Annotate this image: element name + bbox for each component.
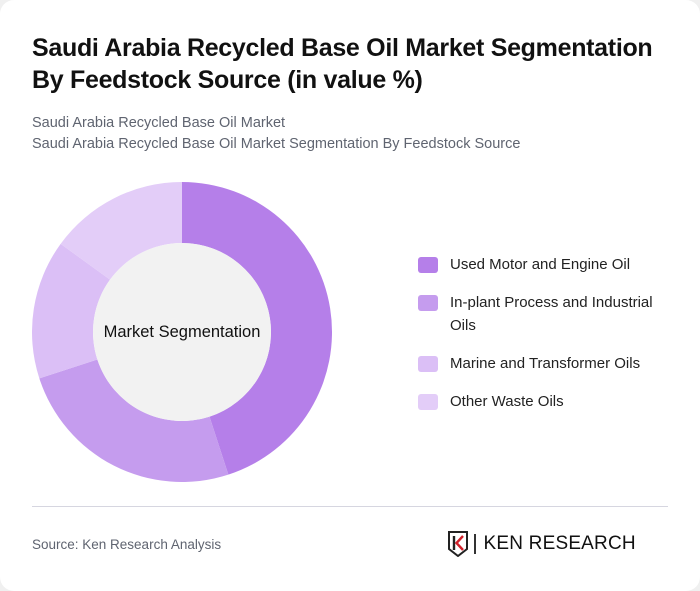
legend-item[interactable]: Marine and Transformer Oils	[418, 352, 678, 375]
legend-swatch-icon	[418, 295, 438, 311]
donut-slice[interactable]	[39, 359, 229, 482]
donut-slice[interactable]	[182, 182, 332, 475]
donut-chart	[32, 182, 332, 482]
legend-item[interactable]: Used Motor and Engine Oil	[418, 253, 678, 276]
legend-label: Used Motor and Engine Oil	[450, 256, 631, 273]
ken-shield-icon	[448, 531, 468, 557]
donut-hole	[93, 243, 271, 421]
ken-research-logo: KEN RESEARCH	[447, 531, 636, 557]
logo-text: KEN RESEARCH	[483, 533, 636, 554]
logo-separator	[474, 534, 476, 554]
page-title: Saudi Arabia Recycled Base Oil Market Se…	[32, 34, 653, 94]
donut-slice[interactable]	[32, 243, 110, 379]
legend-swatch-icon	[418, 356, 438, 372]
legend-label: In-plant Process and Industrial Oils	[450, 294, 653, 334]
legend: Used Motor and Engine Oil In-plant Proce…	[418, 253, 678, 428]
legend-item[interactable]: In-plant Process and Industrial Oils	[418, 291, 678, 337]
subtitle-line-1: Saudi Arabia Recycled Base Oil Market	[32, 115, 286, 131]
legend-label: Other Waste Oils	[450, 393, 564, 410]
legend-item[interactable]: Other Waste Oils	[418, 390, 678, 413]
donut-slice[interactable]	[60, 182, 182, 280]
legend-swatch-icon	[418, 257, 438, 273]
footer-divider	[32, 506, 668, 507]
subtitle-line-2: Saudi Arabia Recycled Base Oil Market Se…	[32, 136, 521, 152]
legend-label: Marine and Transformer Oils	[450, 355, 641, 372]
source-note: Source: Ken Research Analysis	[32, 537, 222, 552]
donut-svg	[32, 182, 332, 482]
legend-swatch-icon	[418, 394, 438, 410]
subtitle: Saudi Arabia Recycled Base Oil Market Sa…	[32, 113, 520, 155]
